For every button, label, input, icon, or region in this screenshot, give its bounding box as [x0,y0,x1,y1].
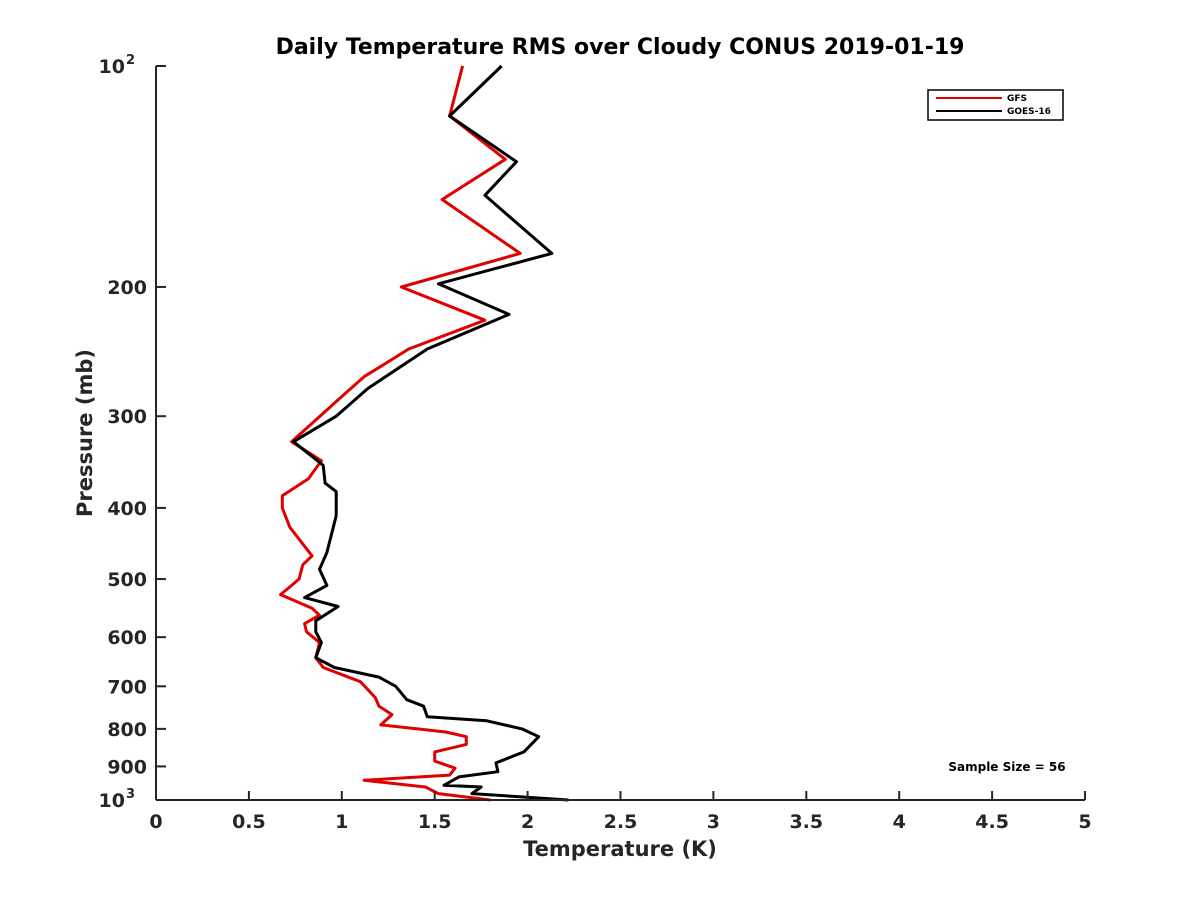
x-tick-label: 1.5 [418,811,452,833]
series-line-goes16 [292,64,569,802]
x-tick-label: 1 [335,811,348,833]
series-layer [279,64,569,802]
y-tick-label: 800 [107,719,147,741]
x-tick-label: 4.5 [975,811,1009,833]
legend-box [927,89,1064,121]
x-tick-label: 3.5 [789,811,823,833]
x-tick-label: 2 [521,811,534,833]
y-tick-label: 700 [107,676,147,698]
legend-label-gfs: GFS [1007,94,1027,104]
sample-size-annotation: Sample Size = 56 [948,760,1065,774]
y-tick-exponent: 2 [126,53,135,68]
y-tick-label: 900 [107,756,147,778]
y-tick-exponent: 3 [126,787,135,802]
x-tick-label: 0 [149,811,162,833]
y-tick-label: 200 [107,277,147,299]
x-tick-label: 3 [707,811,720,833]
y-axis-label: Pressure (mb) [73,349,97,517]
y-tick-label: 400 [107,498,147,520]
x-tick-label: 2.5 [604,811,638,833]
legend-label-goes16: GOES-16 [1007,107,1051,117]
series-line-gfs [279,65,522,802]
legend: GFS GOES-16 [927,89,1064,121]
y-tick-label: 600 [107,627,147,649]
y-tick-label: 10 [99,790,125,812]
y-tick-label: 500 [107,569,147,591]
x-axis-label: Temperature (K) [523,837,717,861]
plot-area [156,66,1085,800]
y-tick-label: 300 [107,406,147,428]
x-ticks: 0 0.5 1 1.5 2 2.5 3 3.5 4 4.5 5 [149,791,1092,833]
x-tick-label: 4 [893,811,906,833]
x-tick-label: 0.5 [232,811,266,833]
x-tick-label: 5 [1078,811,1091,833]
chart-title: Daily Temperature RMS over Cloudy CONUS … [276,35,965,60]
y-tick-label: 10 [99,56,125,78]
